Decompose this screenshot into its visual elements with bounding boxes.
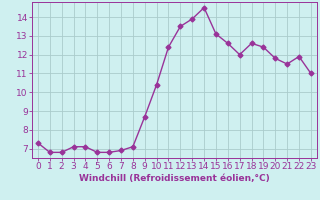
X-axis label: Windchill (Refroidissement éolien,°C): Windchill (Refroidissement éolien,°C): [79, 174, 270, 183]
